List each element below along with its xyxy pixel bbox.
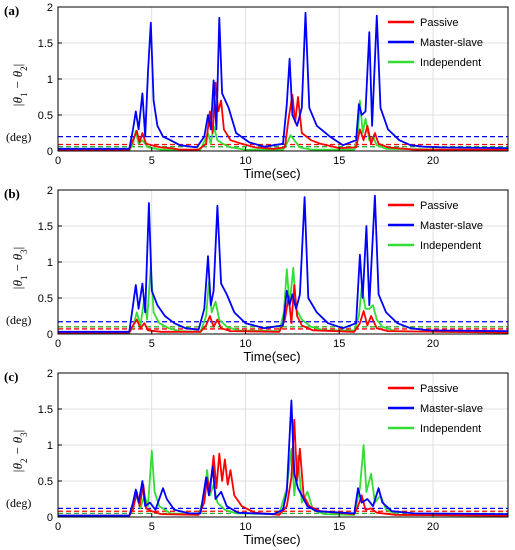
y-axis-label-part: |θ (10, 279, 25, 290)
y-tick-label: 1.5 (38, 221, 53, 233)
y-tick-label: 1 (47, 257, 53, 269)
y-tick-label: 0.5 (38, 293, 53, 305)
x-axis-label: Time(sec) (243, 166, 300, 181)
y-axis-label-part: 2 (19, 66, 29, 71)
y-axis-label-part: 2 (19, 459, 29, 464)
y-tick-label: 2 (47, 185, 53, 197)
x-tick-label: 15 (333, 155, 345, 167)
legend-entry-master-slave: Master-slave (420, 220, 483, 232)
y-axis-label-part: | (10, 247, 25, 250)
series-line-independent (58, 99, 509, 152)
chart-panel-a: 0 5 10 15 20 0 0.5 1 1.5 2 Time(sec) (a) (deg) |θ1 − … (0, 0, 515, 183)
series-line-master-slave (58, 399, 509, 517)
y-tick-label: 1 (47, 440, 53, 452)
y-tick-label: 1.5 (38, 404, 53, 416)
x-tick-label: 5 (149, 521, 155, 533)
chart-panel-b: 0 5 10 15 20 0 0.5 1 1.5 2 Time(sec) (b) (deg) |θ1 − … (0, 183, 515, 366)
x-tick-label: 10 (239, 521, 251, 533)
legend-entry-independent: Independent (420, 57, 481, 69)
y-tick-label: 0 (47, 329, 53, 341)
x-axis-label: Time(sec) (243, 532, 300, 547)
legend-entry-master-slave: Master-slave (420, 403, 483, 415)
legend-entry-passive: Passive (420, 17, 459, 29)
y-axis-label-part: 1 (19, 93, 29, 98)
y-axis-label-part: 3 (19, 249, 29, 254)
x-tick-label: 0 (55, 155, 61, 167)
legend-entry-master-slave: Master-slave (420, 37, 483, 49)
y-tick-label: 0 (47, 512, 53, 524)
series-line-master-slave (58, 11, 509, 150)
y-axis-label: |θ2 − θ3| (10, 430, 29, 473)
y-axis-label-part: |θ (10, 96, 25, 107)
x-tick-label: 10 (239, 155, 251, 167)
panel-label: (c) (4, 369, 18, 384)
y-tick-label: 0.5 (38, 476, 53, 488)
y-axis-label-part: − θ (10, 436, 25, 458)
series-line-passive (58, 284, 509, 334)
x-tick-label: 15 (333, 338, 345, 350)
unit-label: (deg) (6, 313, 31, 327)
x-tick-label: 0 (55, 521, 61, 533)
panel-label: (b) (4, 186, 20, 201)
legend-entry-passive: Passive (420, 200, 459, 212)
series-line-passive (58, 81, 508, 151)
unit-label: (deg) (6, 496, 31, 510)
y-axis-label-part: − θ (10, 253, 25, 275)
y-axis-label-part: − θ (10, 70, 25, 92)
x-tick-label: 20 (427, 521, 439, 533)
series-line-passive (58, 418, 509, 517)
legend-entry-passive: Passive (420, 383, 459, 395)
x-tick-label: 0 (55, 338, 61, 350)
legend-entry-independent: Independent (420, 423, 481, 435)
unit-label: (deg) (6, 130, 31, 144)
x-tick-label: 20 (427, 338, 439, 350)
y-tick-label: 0.5 (38, 110, 53, 122)
y-tick-label: 1 (47, 74, 53, 86)
chart-panel-c: 0 5 10 15 20 0 0.5 1 1.5 2 Time(sec) (c) (deg) |θ2 − … (0, 366, 515, 549)
y-axis-label-part: | (10, 430, 25, 433)
x-tick-label: 15 (333, 521, 345, 533)
panel-label: (a) (4, 3, 19, 18)
y-tick-label: 2 (47, 2, 53, 14)
y-axis-label-part: |θ (10, 462, 25, 473)
x-axis-label: Time(sec) (243, 349, 300, 364)
y-axis-label: |θ1 − θ2| (10, 64, 29, 107)
y-tick-label: 2 (47, 368, 53, 380)
y-axis-label-part: 1 (19, 276, 29, 281)
y-tick-label: 1.5 (38, 38, 53, 50)
y-tick-label: 0 (47, 146, 53, 158)
y-axis-label-part: 3 (19, 432, 29, 437)
x-tick-label: 5 (149, 338, 155, 350)
x-tick-label: 20 (427, 155, 439, 167)
y-axis-label-part: | (10, 64, 25, 67)
y-axis-label: |θ1 − θ3| (10, 247, 29, 290)
x-tick-label: 10 (239, 338, 251, 350)
series-line-master-slave (58, 194, 509, 333)
legend-entry-independent: Independent (420, 240, 481, 252)
x-tick-label: 5 (149, 155, 155, 167)
